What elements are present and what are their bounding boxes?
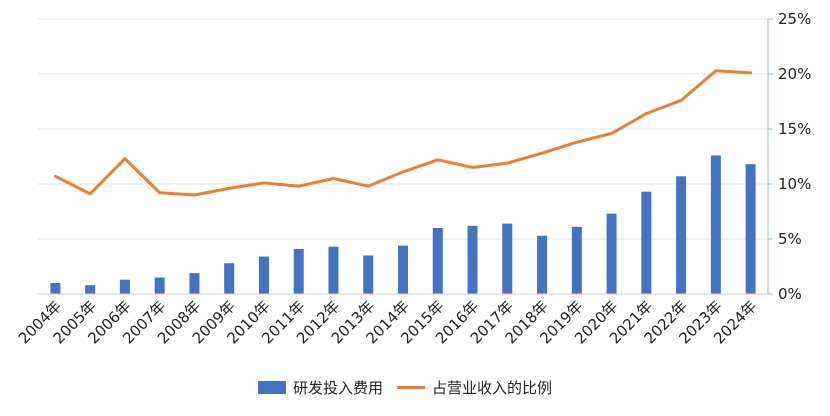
bar (676, 176, 687, 294)
y-tick-label: 20% (778, 65, 811, 83)
y-tick-label: 5% (778, 230, 802, 248)
y-tick-label: 10% (778, 175, 811, 193)
bar (328, 246, 339, 294)
bar (502, 223, 513, 294)
bar (398, 245, 408, 294)
bar (537, 235, 548, 294)
bar (50, 283, 61, 294)
y-tick-label: 0% (778, 285, 802, 303)
bar (189, 273, 200, 294)
bar-series (50, 155, 756, 294)
legend-bar-swatch (258, 381, 286, 394)
bar (745, 164, 756, 294)
y-axis: 0% 5% 10% 15% 20% 25% (767, 10, 811, 303)
bar (606, 213, 617, 294)
bar (224, 263, 235, 294)
bar (363, 255, 374, 294)
bar (641, 191, 652, 294)
bar (571, 226, 582, 294)
bar (154, 277, 165, 294)
y-tick-label: 25% (778, 10, 811, 28)
line-series (53, 69, 753, 197)
bar (293, 248, 304, 294)
bar (119, 279, 130, 294)
y-tick-label: 15% (778, 120, 811, 138)
x-axis: 2004年2005年2006年2007年2008年2009年2010年2011年… (15, 293, 768, 347)
legend[interactable]: 研发投入费用 占营业收入的比例 (258, 379, 552, 397)
legend-bar-label: 研发投入费用 (293, 379, 383, 397)
bar (258, 256, 269, 294)
series-line (53, 69, 753, 197)
bar (85, 285, 96, 294)
bar (432, 228, 443, 294)
legend-line-label: 占营业收入的比例 (432, 379, 552, 397)
bar (710, 155, 721, 294)
bar (467, 225, 478, 294)
